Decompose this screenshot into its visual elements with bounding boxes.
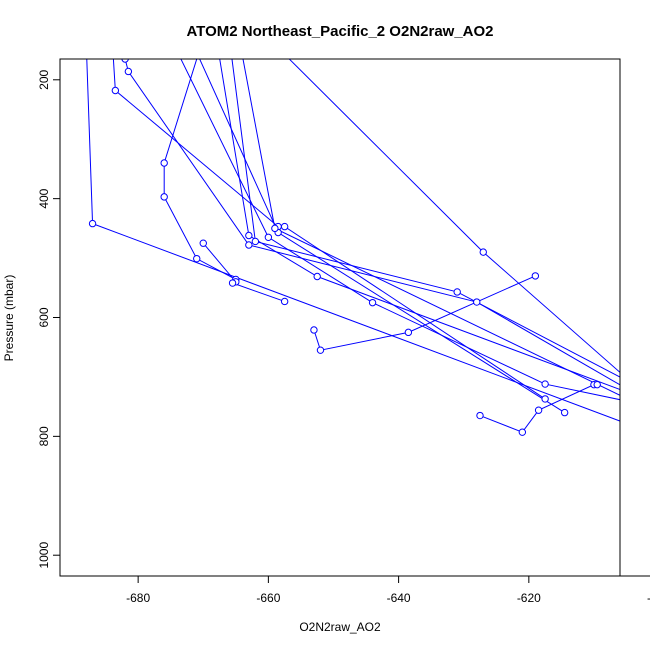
data-point-12-4	[531, 272, 540, 280]
data-point-9-2	[271, 224, 279, 233]
y-tick-label: 400	[37, 188, 51, 208]
plot-series-group	[86, 59, 620, 433]
series-line-11	[202, 242, 285, 302]
y-axis-label: Pressure (mbar)	[2, 275, 16, 362]
x-tick-label: -660	[256, 591, 280, 605]
data-point-13-5	[593, 380, 601, 389]
data-point-12-3	[404, 328, 413, 337]
data-point-3-3	[124, 67, 133, 76]
data-point-5-2	[264, 233, 273, 241]
y-tick-label: 600	[37, 307, 51, 327]
x-tick-label: -640	[387, 591, 411, 605]
y-tick-label: 200	[37, 69, 51, 89]
data-point-5-3	[368, 298, 377, 307]
data-point-4-4	[193, 254, 201, 263]
y-tick-label: 800	[37, 426, 51, 446]
data-point-13-2	[518, 428, 527, 436]
series-line-2	[112, 59, 546, 400]
data-point-4-3	[160, 193, 168, 201]
data-point-1-2	[88, 219, 97, 228]
y-tick-label: 1000	[37, 542, 51, 569]
series-line-5	[180, 59, 620, 401]
x-tick-label: -620	[517, 591, 541, 605]
data-point-12-1	[310, 326, 318, 334]
data-point-8-2	[251, 237, 260, 246]
data-point-3-5	[473, 298, 481, 306]
plot-markers-group	[88, 59, 601, 436]
series-line-1	[86, 59, 620, 422]
data-point-11-4	[280, 297, 289, 306]
data-point-4-2	[160, 159, 168, 167]
data-point-7-3	[313, 272, 321, 281]
data-point-11-3	[228, 279, 237, 287]
data-point-3-2	[121, 59, 129, 63]
series-line-10	[288, 59, 620, 374]
data-point-3-4	[245, 241, 253, 249]
data-point-2-4	[280, 222, 289, 231]
data-point-6-3	[560, 408, 569, 417]
data-point-2-2	[111, 86, 120, 95]
data-point-7-2	[245, 231, 253, 240]
data-point-11-1	[199, 239, 207, 247]
series-line-12	[313, 275, 536, 351]
x-axis-label: O2N2raw_AO2	[299, 620, 381, 634]
data-point-5-4	[541, 380, 549, 388]
series-line-9	[242, 59, 620, 396]
data-point-10-2	[479, 248, 487, 256]
data-point-8-3	[453, 288, 461, 296]
data-point-13-3	[534, 406, 543, 414]
series-line-3	[124, 59, 620, 386]
plot-frame	[59, 58, 621, 577]
x-axis: -680 -660 -640 -620 -600	[126, 575, 650, 605]
data-point-13-1	[476, 411, 484, 420]
data-point-12-2	[316, 346, 325, 354]
x-tick-label: -680	[126, 591, 150, 605]
series-line-8	[231, 59, 620, 378]
y-axis: 200 400 600 800 1000	[37, 69, 61, 569]
series-line-6	[199, 59, 565, 414]
data-point-2-5	[541, 395, 549, 403]
chart-title: ATOM2 Northeast_Pacific_2 O2N2raw_AO2	[186, 23, 493, 40]
x-tick-label: -600	[647, 591, 650, 605]
